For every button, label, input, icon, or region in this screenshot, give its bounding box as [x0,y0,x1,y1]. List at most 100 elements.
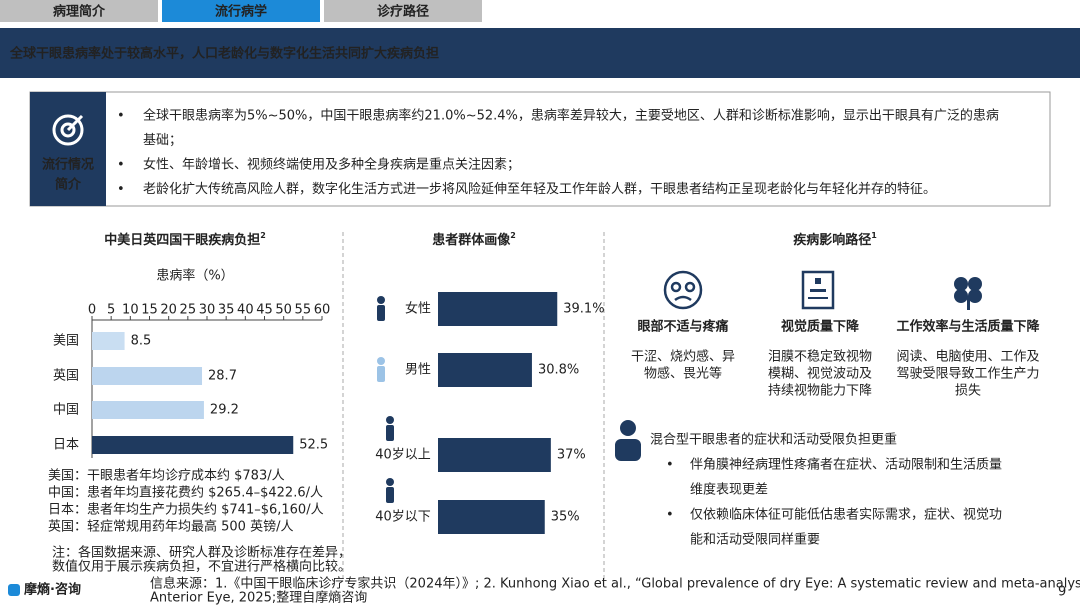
overview-box [29,91,1051,207]
bar [438,292,558,326]
category-label: 日本 [53,438,79,453]
x-tick-label: 40 [237,303,254,318]
category-label: 40岁以上 [375,448,431,463]
tab-label: 流行病学 [215,4,267,20]
value-label: 29.2 [210,403,239,418]
title-text: 疾病影响路径 [793,232,871,248]
x-tick-label: 5 [107,303,115,318]
tab-label: 病理简介 [53,4,106,20]
category-label: 女性 [405,301,431,317]
target-icon [52,114,84,146]
overview-bullet: 老龄化扩大传统高风险人群，数字化生活方式进一步将风险延伸至年轻及工作年龄人群，干… [143,181,936,197]
category-label: 中国 [53,403,79,418]
page-title: 全球干眼患病率处于较高水平，人口老龄化与数字化生活共同扩大疾病负担 [9,46,439,62]
cost-note: 中国：患者年均直接花费约 $265.4–$422.6/人 [48,485,323,501]
bar [438,438,551,472]
person-icon [377,296,385,321]
chart-title: 中美日英四国干眼疾病负担2 [104,231,266,248]
icon-body [377,305,385,321]
icon-body [386,487,394,503]
impact-heading: 工作效率与生活质量下降 [896,319,1040,335]
x-tick-label: 50 [275,303,292,318]
overview-label: 流行情况 [42,157,94,173]
icon-body [386,425,394,441]
value-label: 35% [551,510,580,525]
overview-label-box [30,92,106,206]
title-sup: 1 [871,231,877,240]
impact-bullet: 维度表现更差 [690,482,768,498]
x-tick-label: 30 [199,303,216,318]
icon-head [377,357,385,365]
person-icon [377,357,385,382]
panel-title: 疾病影响路径1 [793,231,877,248]
impact-text: 泪膜不稳定致视物 [768,349,872,365]
impact-text: 阅读、电脑使用、工作及 [896,349,1039,365]
x-tick-label: 60 [314,303,331,318]
axis-label: 患病率（%） [156,268,233,284]
impact-heading: 视觉质量下降 [781,319,860,335]
title-text: 中美日英四国干眼疾病负担 [104,232,260,248]
tab-label: 诊疗路径 [377,4,429,20]
source: Anterior Eye, 2025;整理自摩熵咨询 [150,590,367,606]
overview-bullet: 女性、年龄增长、视频终端使用及多种全身疾病是重点关注因素； [143,157,520,173]
tab[interactable] [0,0,158,22]
bullet-dot: • [117,109,125,124]
impact-bullet: 仅依赖临床体征可能低估患者实际需求，症状、视觉功 [690,508,1002,523]
bar [92,436,294,454]
chart-title: 患者群体画像2 [432,231,516,248]
bullet-dot: • [666,508,674,523]
category-label: 40岁以下 [375,510,431,525]
cost-note: 美国：干眼患者年均诊疗成本约 $783/人 [48,469,285,484]
x-tick-label: 20 [160,303,177,318]
footnote: 注：各国数据来源、研究人群及诊断标准存在差异， [52,545,351,561]
x-tick-label: 35 [218,303,235,318]
category-label: 英国 [53,369,79,384]
tab[interactable] [162,0,320,22]
impact-heading: 眼部不适与疼痛 [637,319,728,335]
bullet-dot: • [117,182,125,197]
person-icon [386,416,394,441]
eye-chart-icon [801,270,835,310]
person-icon [386,478,394,503]
title-text: 患者群体画像 [432,232,511,248]
impact-text: 驾驶受限导致工作生产力 [896,367,1039,382]
bar [92,367,203,385]
value-label: 28.7 [208,369,237,384]
impact-text: 干涩、烧灼感、异 [631,349,735,365]
x-tick-label: 15 [141,303,158,318]
value-label: 37% [557,448,586,463]
person-icon [615,420,641,461]
impact-text: 物感、畏光等 [644,366,722,382]
face-icon [663,270,703,310]
overview-bullet: 全球干眼患病率为5%~50%，中国干眼患病率约21.0%~52.4%，患病率差异… [143,108,999,124]
impact-bullet: 伴角膜神经病理性疼痛者在症状、活动限制和生活质量 [690,457,1002,473]
impact-bullet: 能和活动受限同样重要 [690,532,820,548]
x-tick-label: 55 [295,303,312,318]
value-label: 39.1% [563,302,604,317]
icon-head [377,296,385,304]
overview-bullet: 基础； [143,133,182,148]
title-bar [0,28,1080,78]
x-tick-label: 0 [88,303,96,318]
cost-note: 日本：患者年均生产力损失约 $741–$6,160/人 [48,503,324,518]
bar [92,401,204,419]
impact-text: 模糊、视觉波动及 [768,366,872,382]
overview-label: 简介 [55,177,82,193]
category-label: 美国 [53,334,79,349]
logo-text: 摩熵·咨询 [24,582,81,598]
x-tick-label: 45 [256,303,273,318]
title-sup: 2 [510,231,516,240]
category-label: 男性 [405,363,431,378]
bar [92,332,125,350]
source: 信息来源：1.《中国干眼临床诊疗专家共识（2024年）》; 2. Kunhong… [150,576,1080,592]
bar [438,500,545,534]
impact-text: 持续视物能力下降 [768,384,872,399]
tab[interactable] [324,0,482,22]
title-sup: 2 [260,231,266,240]
x-tick-label: 25 [180,303,197,318]
footnote: 数值仅用于展示疾病负担，不宜进行严格横向比较。 [52,559,351,575]
clover-icon [954,277,982,310]
page-number: 9 [1058,585,1066,600]
bullet-dot: • [666,458,674,473]
